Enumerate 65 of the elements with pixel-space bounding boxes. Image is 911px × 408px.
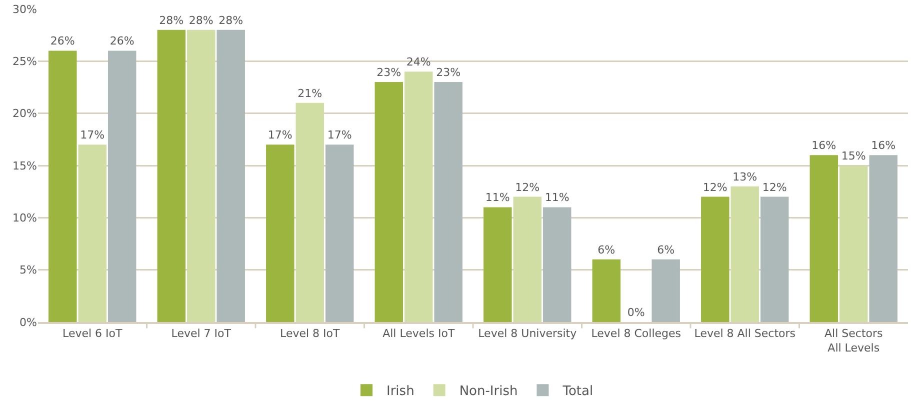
bar	[484, 207, 512, 322]
data-label: 6%	[657, 243, 675, 256]
data-label: 11%	[485, 191, 510, 204]
bar	[810, 155, 838, 322]
bar	[760, 196, 789, 322]
data-label: 23%	[376, 66, 402, 80]
data-label: 16%	[871, 139, 896, 152]
bar	[48, 50, 77, 322]
bar	[78, 144, 106, 322]
data-label: 6%	[598, 243, 616, 256]
legend-label: Total	[562, 384, 594, 400]
x-tick-label: Level 8 IoT	[280, 327, 340, 340]
data-label: 0%	[627, 306, 645, 319]
data-label: 12%	[762, 180, 787, 194]
y-tick-label: 15%	[12, 159, 37, 172]
data-label: 16%	[812, 139, 836, 152]
bar	[730, 186, 759, 322]
bar	[187, 30, 216, 322]
legend-label: Irish	[386, 384, 414, 400]
data-label: 26%	[50, 34, 75, 48]
data-label: 15%	[841, 150, 866, 162]
bar	[325, 144, 354, 322]
data-label: 28%	[218, 14, 244, 27]
data-label: 17%	[80, 128, 105, 142]
data-label: 17%	[327, 128, 352, 142]
bar	[266, 144, 294, 322]
y-tick-label: 30%	[12, 2, 37, 16]
y-tick-label: 25%	[12, 55, 37, 68]
bar	[296, 102, 324, 322]
x-tick-label: All Sectors All Levels	[824, 327, 884, 354]
legend-label: Non-Irish	[459, 384, 518, 400]
bar	[652, 259, 680, 322]
data-label: 12%	[515, 180, 540, 194]
y-tick-label: 0%	[20, 316, 37, 329]
data-label: 13%	[732, 170, 758, 184]
bar	[840, 166, 868, 322]
bar	[216, 30, 245, 322]
x-tick-label: Level 7 IoT	[171, 327, 232, 340]
bar	[108, 50, 136, 322]
bar	[434, 82, 462, 322]
data-label: 23%	[436, 66, 461, 80]
bar	[542, 207, 572, 322]
x-tick-label: Level 6 IoT	[62, 327, 123, 340]
bar	[869, 155, 898, 322]
bar	[513, 196, 542, 322]
data-label: 17%	[268, 128, 292, 142]
data-label: 24%	[406, 56, 431, 69]
x-tick-label: Level 8 Colleges	[591, 327, 682, 340]
y-tick-label: 5%	[20, 264, 37, 277]
x-tick-label: Level 8 University	[478, 327, 578, 340]
bar	[374, 82, 404, 322]
x-tick-label: All Levels IoT	[382, 327, 455, 340]
bar	[404, 72, 433, 322]
y-tick-label: 10%	[12, 212, 37, 225]
data-label: 28%	[159, 14, 184, 27]
data-label: 11%	[544, 191, 570, 204]
y-tick-label: 20%	[12, 107, 37, 120]
data-label: 21%	[298, 86, 322, 100]
bar	[157, 30, 186, 322]
x-tick-label: Level 8 All Sectors	[694, 327, 796, 340]
data-label: 28%	[188, 14, 214, 27]
data-label: 26%	[110, 34, 134, 48]
bar	[592, 259, 621, 322]
bar	[701, 196, 730, 322]
data-label: 12%	[702, 180, 728, 194]
